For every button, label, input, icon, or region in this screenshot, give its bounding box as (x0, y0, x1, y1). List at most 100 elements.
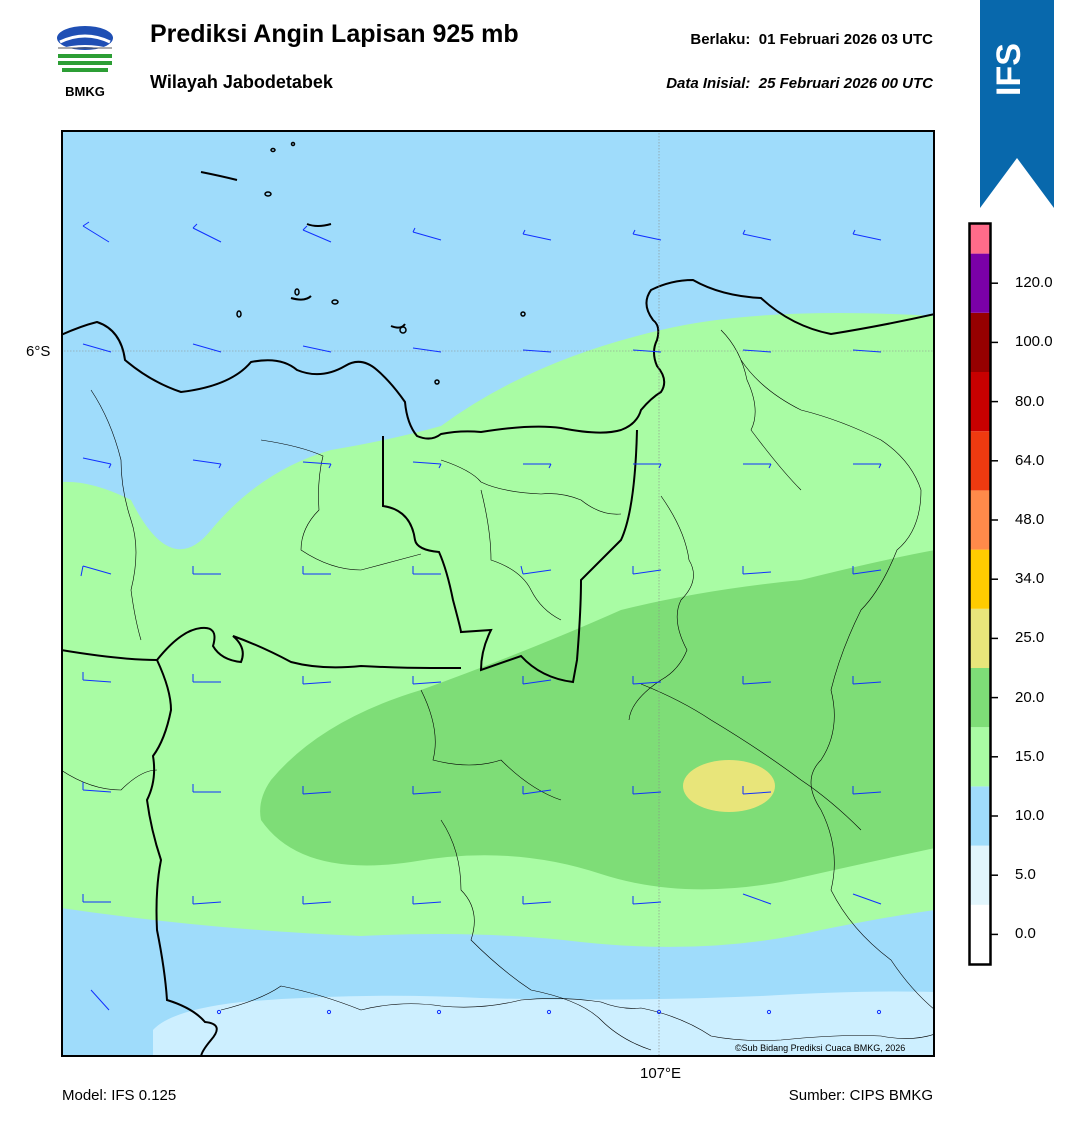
wind-barb (412, 566, 441, 575)
wind-barb (632, 349, 662, 353)
colorbar-tick-label: 64.0 (1015, 451, 1045, 469)
wind-speed-colorbar (968, 222, 998, 966)
logo-text: BMKG (65, 84, 105, 99)
wind-barb (633, 463, 662, 469)
colorbar-tick-label: 10.0 (1015, 807, 1045, 824)
speed-field-15-20 (260, 550, 935, 890)
colorbar-tick-label: 100.0 (1015, 333, 1053, 351)
colorbar-tick-label: 48.0 (1015, 511, 1045, 528)
colorbar-segment (970, 372, 990, 432)
init-label: Data Inisial: (666, 75, 751, 92)
coastline (61, 171, 935, 440)
wind-barb (742, 893, 772, 905)
wind-barb (82, 782, 112, 793)
colorbar-tick-label: 5.0 (1015, 866, 1036, 884)
wind-barb (632, 229, 662, 241)
wind-barb (412, 347, 442, 353)
wind-barb (742, 566, 772, 575)
wind-barb (522, 349, 552, 353)
wind-barb (523, 463, 552, 469)
wind-barb (302, 786, 332, 795)
wind-barb (82, 672, 112, 683)
colorbar-tick-label: 120.0 (1015, 274, 1053, 292)
wind-barb (853, 463, 882, 469)
wind-barb (192, 343, 222, 353)
wind-barb (852, 349, 882, 353)
wind-barb (192, 223, 222, 243)
colorbar-tick-label: 20.0 (1015, 688, 1045, 706)
wind-barb (412, 676, 442, 685)
init-value: 25 Februari 2026 00 UTC (758, 75, 933, 92)
wind-barb (82, 894, 111, 903)
wind-barb (852, 786, 882, 795)
wind-barb (192, 674, 221, 683)
wind-barb (302, 566, 331, 575)
wind-barb (522, 786, 552, 795)
bmkg-logo-icon (57, 26, 113, 72)
speed-field-south-0-5 (153, 991, 935, 1057)
model-label: Model: IFS 0.125 (62, 1087, 177, 1104)
source-label: Sumber: CIPS BMKG (788, 1087, 933, 1104)
colorbar-tick-label: 15.0 (1015, 747, 1045, 765)
wind-barb (82, 457, 112, 469)
wind-barb (522, 896, 552, 905)
colorbar-tick-label: 0.0 (1015, 925, 1036, 943)
map-credit: ©Sub Bidang Prediksi Cuaca BMKG, 2026 (735, 1043, 906, 1053)
colorbar-segment (970, 490, 990, 550)
wind-barb (632, 786, 662, 795)
wind-barb (302, 676, 332, 685)
wind-barb (852, 566, 882, 575)
wind-barb (852, 893, 882, 905)
wind-barb (742, 229, 772, 241)
regency-borders (61, 329, 935, 1051)
colorbar-segment (970, 668, 990, 728)
ifs-banner (980, 0, 1054, 208)
colorbar-segment (970, 312, 990, 372)
province-borders (61, 429, 638, 1057)
calm-markers (216, 1009, 882, 1015)
init-time: Data Inisial: 25 Februari 2026 00 UTC (666, 75, 933, 92)
wind-barb (852, 676, 882, 685)
wind-barb (632, 676, 662, 685)
valid-time: Berlaku: 01 Februari 2026 03 UTC (690, 31, 933, 48)
lon-tick-label: 107°E (640, 1065, 682, 1082)
wind-barb (412, 227, 442, 241)
wind-barb (302, 225, 332, 243)
wind-barb (302, 461, 332, 469)
wind-barb (82, 221, 110, 243)
wind-barb (852, 229, 882, 241)
region-subtitle: Wilayah Jabodetabek (150, 72, 333, 92)
wind-barb (522, 229, 552, 241)
wind-barb (192, 784, 221, 793)
colorbar-frame (968, 222, 992, 966)
colorbar-segment (970, 904, 990, 964)
wind-barb (302, 896, 332, 905)
page-title: Prediksi Angin Lapisan 925 mb (150, 20, 519, 48)
colorbar-segment (970, 549, 990, 609)
wind-barb (742, 349, 772, 353)
wind-barb (412, 896, 442, 905)
wind-barb (743, 463, 772, 469)
wind-map (61, 130, 935, 1057)
valid-label: Berlaku: (690, 31, 751, 48)
speed-field-20-25 (683, 760, 775, 812)
wind-barb (412, 461, 442, 469)
map-frame (61, 130, 935, 1057)
colorbar-segment (970, 253, 990, 313)
speed-field-north-5-10 (61, 130, 935, 550)
colorbar-segment (970, 845, 990, 905)
wind-barb (412, 786, 442, 795)
wind-barb (80, 565, 112, 577)
wind-barb (82, 343, 112, 353)
colorbar-segment (970, 431, 990, 491)
wind-barb (302, 345, 332, 353)
wind-barb (632, 566, 662, 575)
colorbar-segment (970, 224, 990, 254)
lat-tick-label: 6°S (26, 343, 51, 360)
wind-barb (90, 989, 110, 1011)
wind-barb (192, 566, 221, 575)
colorbar-segment (970, 727, 990, 787)
wind-barb (742, 676, 772, 685)
wind-barb (522, 676, 552, 685)
wind-barb (742, 786, 772, 795)
